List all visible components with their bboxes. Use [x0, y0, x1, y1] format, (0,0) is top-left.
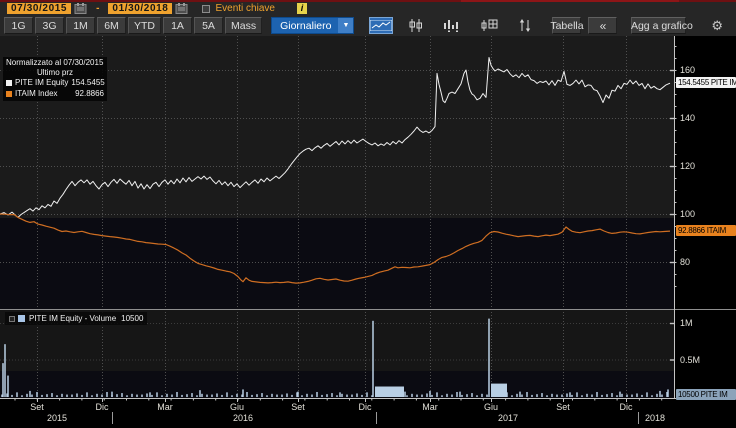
x-axis-month-label: Mar: [422, 402, 438, 412]
period-button-1m[interactable]: 1M: [66, 17, 95, 34]
last-value-badge: 92.8866 ITAIM: [676, 225, 736, 236]
add-to-chart-label: Agg a grafico: [630, 19, 693, 32]
candle-grid-icon: [481, 19, 498, 31]
calendar-icon: [74, 3, 87, 14]
last-value-badge: 10500 PITE IM: [676, 389, 736, 400]
calendar-from-button[interactable]: [74, 3, 87, 14]
up-down-arrows-icon: [520, 19, 531, 32]
x-axis-month-label: Dic: [95, 402, 109, 412]
volume-axis-tick-label: 0.5M: [680, 354, 701, 365]
frequency-dropdown[interactable]: Giornaliero ▼: [271, 17, 355, 34]
legend-series-itaim[interactable]: ITAIM Index 92.8866: [6, 88, 104, 99]
series-color-chip: [6, 80, 12, 87]
x-axis-month-label: Dic: [619, 402, 633, 412]
x-axis-year-label: 2015: [46, 413, 68, 423]
period-button-mass[interactable]: Mass: [225, 17, 263, 34]
table-button[interactable]: Tabella: [550, 17, 584, 34]
top-red-strip: [0, 0, 736, 2]
series-name: PITE IM Equity: [15, 78, 69, 87]
x-axis-month-label: Set: [556, 402, 570, 412]
candlestick-icon: [409, 19, 423, 32]
volume-bars-icon: [444, 20, 459, 32]
period-button-1g[interactable]: 1G: [4, 17, 33, 34]
period-button-group: 1G 3G 1M 6M YTD 1A 5A Mass: [4, 17, 264, 34]
x-axis-month-label: Giu: [483, 402, 499, 412]
volume-series-name: PITE IM Equity - Volume: [29, 314, 117, 323]
legend-series-pite[interactable]: PITE IM Equity 154.5455: [6, 78, 105, 88]
frequency-value: Giornaliero: [280, 19, 332, 32]
add-to-chart-button[interactable]: Agg a grafico: [631, 17, 693, 34]
period-button-5a[interactable]: 5A: [194, 17, 223, 34]
series-last-price: 92.8866: [75, 88, 104, 98]
line-chart-type-button[interactable]: [369, 17, 394, 34]
x-axis-year-label: 2017: [497, 413, 519, 423]
y-axis-tick-label: 140: [680, 113, 696, 123]
x-axis-month-label: Dic: [358, 402, 372, 412]
series-color-chip: [6, 90, 12, 97]
chart-plot-area[interactable]: 160 140 120 100 80 1M 0.5M Set Dic Mar Giu Set Dic Ma…: [0, 36, 736, 428]
sort-axes-button[interactable]: [511, 17, 538, 34]
price-volume-chart[interactable]: [0, 36, 736, 428]
candlestick-chart-button[interactable]: [401, 17, 430, 34]
y-axis-tick-label: 160: [680, 65, 696, 75]
calendar-to-button[interactable]: [175, 3, 188, 14]
x-axis-month-label: Giu: [229, 402, 245, 412]
legend-subtitle: Ultimo prz: [36, 67, 73, 77]
info-icon[interactable]: i: [296, 3, 307, 14]
volume-color-chip: [18, 315, 25, 322]
volume-last-value: 10500: [121, 314, 144, 323]
volume-legend[interactable]: PITE IM Equity - Volume 10500: [5, 312, 148, 325]
series-name: ITAIM Index: [15, 88, 58, 98]
legend-title: Normalizzato al 07/30/2015: [6, 58, 104, 67]
chart-toolbar: 1G 3G 1M 6M YTD 1A 5A Mass Giornaliero ▼: [0, 15, 736, 36]
date-from-field[interactable]: 07/30/2015: [7, 3, 72, 14]
y-axis-tick-label: 120: [680, 161, 696, 171]
key-events-label: Eventi chiave: [215, 3, 275, 14]
x-axis-month-label: Mar: [157, 402, 173, 412]
collapse-button[interactable]: «: [588, 17, 618, 34]
volume-axis-tick-label: 1M: [680, 318, 693, 328]
top-red-segment: [461, 0, 679, 3]
chart-legend: Normalizzato al 07/30/2015 Ultimo prz PI…: [3, 57, 107, 101]
y-axis-tick-label: 80: [680, 257, 691, 267]
y-axis-tick-label: 100: [680, 209, 696, 219]
date-to-field[interactable]: 01/30/2018: [108, 3, 173, 14]
volume-chart-button[interactable]: [436, 17, 467, 34]
last-value-badge: 154.5455 PITE IM: [676, 77, 736, 88]
chevron-down-icon: ▼: [338, 18, 354, 33]
gear-icon[interactable]: ⚙: [711, 18, 723, 33]
x-axis-year-label: 2018: [644, 413, 666, 423]
candle-study-button[interactable]: [473, 17, 505, 34]
line-chart-icon: [370, 20, 393, 31]
period-button-ytd[interactable]: YTD: [128, 17, 161, 34]
period-button-3g[interactable]: 3G: [35, 17, 64, 34]
date-range-toolbar: 07/30/2015 - 01/30/2018 Eventi chiave i: [0, 2, 736, 15]
volume-checkbox[interactable]: [9, 315, 15, 322]
date-range-separator: -: [96, 3, 100, 14]
period-button-6m[interactable]: 6M: [97, 17, 126, 34]
x-axis-year-label: 2016: [232, 413, 254, 423]
x-axis-month-label: Set: [30, 402, 44, 412]
x-axis-month-label: Set: [291, 402, 305, 412]
key-events-checkbox[interactable]: [202, 4, 211, 13]
series-last-price: 154.5455: [71, 78, 105, 87]
calendar-icon: [175, 3, 188, 14]
period-button-1a[interactable]: 1A: [163, 17, 192, 34]
